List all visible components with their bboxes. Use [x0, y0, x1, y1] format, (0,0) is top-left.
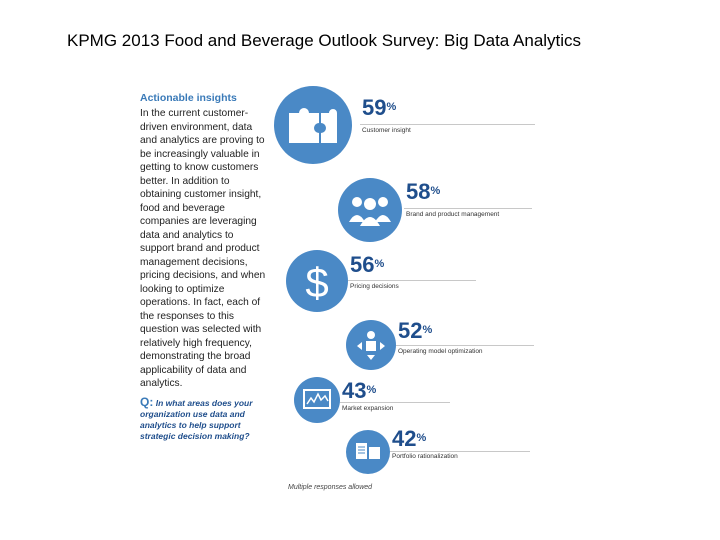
slide-title: KPMG 2013 Food and Beverage Outlook Surv…	[67, 31, 582, 50]
stat-percent-brand-product: 58%	[406, 181, 440, 203]
stat-divider	[396, 345, 534, 346]
stat-percent-customer-insight: 59%	[362, 97, 396, 119]
stat-label-brand-product: Brand and product management	[406, 211, 500, 218]
dollar-icon: $	[286, 250, 348, 312]
survey-question: Q: In what areas does your organization …	[140, 394, 268, 442]
question-text: In what areas does your organization use…	[140, 397, 253, 441]
stat-value: 52	[398, 318, 423, 343]
stat-unit: %	[416, 432, 427, 444]
stat-percent-portfolio: 42%	[392, 428, 426, 450]
chart-monitor-icon	[294, 377, 340, 423]
stat-unit: %	[430, 185, 441, 197]
stat-unit: %	[422, 324, 433, 336]
puzzle-icon	[274, 86, 352, 164]
stat-divider	[404, 208, 532, 209]
stat-value: 58	[406, 179, 431, 204]
operator-icon	[346, 320, 396, 370]
stat-percent-operating-model: 52%	[398, 320, 432, 342]
stat-value: 59	[362, 95, 387, 120]
stat-unit: %	[374, 258, 385, 270]
stat-label-portfolio: Portfolio rationalization	[392, 453, 458, 460]
stat-percent-market-expansion: 43%	[342, 380, 376, 402]
footnote: Multiple responses allowed	[288, 484, 373, 491]
svg-text:$: $	[305, 259, 328, 303]
people-icon	[338, 178, 402, 242]
documents-icon	[346, 430, 390, 474]
stat-label-customer-insight: Customer insight	[362, 127, 411, 134]
stat-value: 43	[342, 378, 367, 403]
stat-label-operating-model: Operating model optimization	[398, 348, 483, 355]
actionable-insights-body: In the current customer-driven environme…	[140, 108, 266, 389]
stat-percent-pricing: 56%	[350, 254, 384, 276]
stat-label-pricing: Pricing decisions	[350, 283, 399, 290]
stat-unit: %	[366, 384, 377, 396]
stat-divider	[340, 402, 450, 403]
actionable-insights-panel: Actionable insights In the current custo…	[140, 92, 268, 442]
stat-label-market-expansion: Market expansion	[342, 405, 394, 412]
question-marker: Q:	[140, 394, 154, 409]
stat-divider	[348, 280, 476, 281]
stat-divider	[390, 451, 530, 452]
stat-value: 56	[350, 252, 375, 277]
actionable-insights-heading: Actionable insights	[140, 92, 237, 104]
stat-unit: %	[386, 101, 397, 113]
stat-divider	[360, 124, 535, 125]
stat-value: 42	[392, 426, 417, 451]
